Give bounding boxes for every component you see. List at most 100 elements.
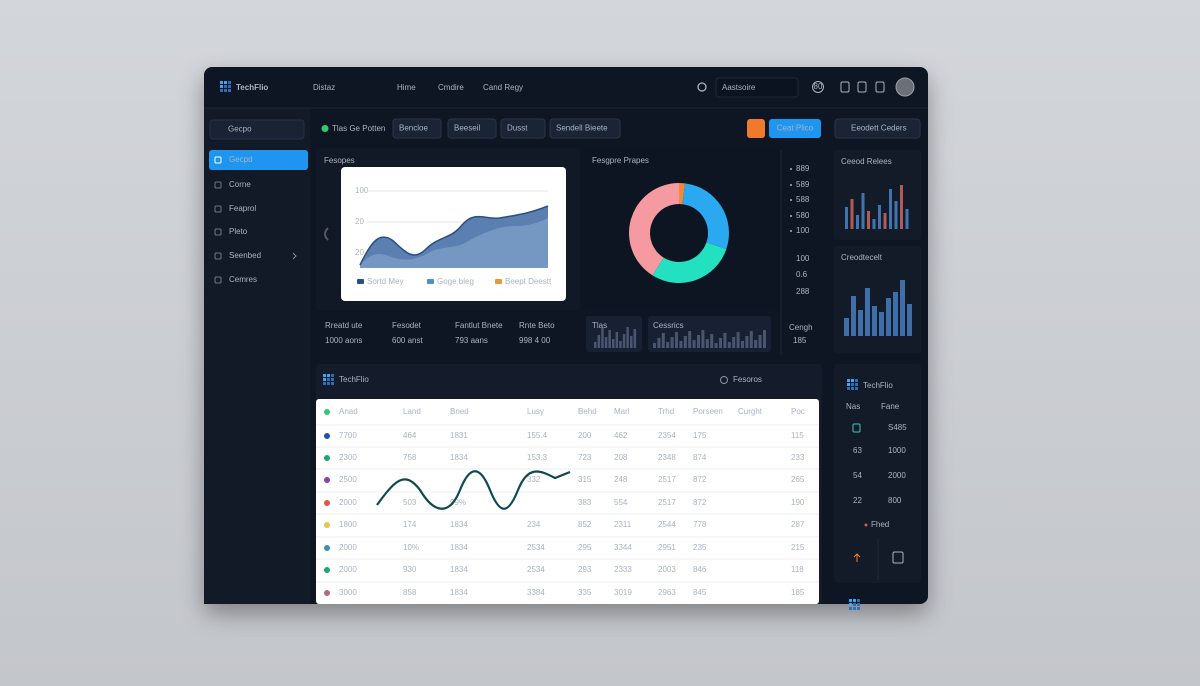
- filter-text[interactable]: Beeseil: [454, 124, 480, 133]
- logo-dot: [327, 374, 330, 377]
- mini-card: [648, 316, 771, 352]
- legend-swatch: [495, 279, 502, 284]
- row-dot: [324, 433, 330, 439]
- donut-segment: [628, 183, 680, 276]
- logo-dot: [851, 383, 854, 386]
- panel-bar: [845, 207, 848, 229]
- table-cell: 287: [791, 520, 805, 529]
- table-cell: 872: [693, 498, 707, 507]
- row-dot: [324, 545, 330, 551]
- card-cell: 2000: [888, 471, 906, 480]
- table-cell: 265: [791, 475, 805, 484]
- logo-dot: [331, 374, 334, 377]
- mini-bar: [675, 332, 678, 348]
- table-cell: 1831: [450, 431, 468, 440]
- logo-dot: [851, 379, 854, 382]
- avatar[interactable]: [895, 77, 915, 97]
- refresh-icon: [720, 376, 728, 384]
- row-dot: [324, 477, 330, 483]
- mini-bar: [741, 341, 744, 348]
- table-cell: 1800: [339, 520, 357, 529]
- filter-dropdown[interactable]: [500, 118, 546, 139]
- panel-bar: [883, 213, 887, 229]
- logo-dot: [849, 599, 852, 602]
- table-action[interactable]: Fesoros: [733, 375, 762, 384]
- header-icon[interactable]: [875, 81, 885, 93]
- tick-label: 20: [355, 217, 364, 226]
- sidebar-active[interactable]: [209, 150, 308, 170]
- filter-text[interactable]: Sendell Bieete: [556, 124, 608, 133]
- mini-bar: [736, 332, 740, 348]
- right-dropdown-text[interactable]: Eeodett Ceders: [851, 124, 907, 133]
- mini-bar: [697, 335, 700, 348]
- sidebar-item[interactable]: Corne: [229, 180, 251, 189]
- table-cell: 233: [791, 453, 805, 462]
- legend-swatch: [427, 279, 434, 284]
- sidebar-item[interactable]: Pleto: [229, 227, 248, 236]
- panel-bar: [858, 310, 863, 336]
- row-dot: [324, 590, 330, 596]
- filter-dropdown[interactable]: [447, 118, 497, 139]
- panel-bar: [905, 209, 909, 229]
- panel-bar: [856, 215, 859, 229]
- action-text[interactable]: Ceat Plico: [777, 124, 814, 133]
- nav-link[interactable]: Hime: [397, 83, 416, 92]
- table-cell: 2534: [527, 565, 545, 574]
- list-bullet: [790, 199, 792, 201]
- table-card: [316, 399, 819, 604]
- logo-dot: [220, 89, 223, 92]
- export-icon[interactable]: [892, 551, 904, 564]
- panel-title: Ceeod Relees: [841, 157, 892, 166]
- filter-dropdown[interactable]: [392, 118, 442, 139]
- action-button[interactable]: [769, 119, 821, 138]
- filter-text[interactable]: Dusst: [507, 124, 528, 133]
- logo-dot: [855, 387, 858, 390]
- column-header: Trhd: [658, 407, 674, 416]
- table-cell: 115: [791, 431, 804, 440]
- header-icon[interactable]: [840, 81, 850, 93]
- table-cell: 2300: [339, 453, 357, 462]
- legend-label: Sortd Mey: [367, 277, 403, 286]
- table-cell: 2348: [658, 453, 676, 462]
- mini-bar: [657, 338, 661, 348]
- logo-dot: [857, 603, 860, 606]
- nav-link[interactable]: Cand Regy: [483, 83, 523, 92]
- sidebar-search[interactable]: [209, 119, 305, 140]
- sidebar-icon: [214, 205, 222, 213]
- table-cell: 2534: [527, 543, 545, 552]
- list-bullet: [790, 184, 792, 186]
- table-cell: 2000: [339, 543, 357, 552]
- logo-dot: [853, 599, 856, 602]
- column-header: Behd: [578, 407, 597, 416]
- card-cell: 54: [853, 471, 862, 480]
- search-box[interactable]: [715, 77, 799, 98]
- search-text[interactable]: Aastsoire: [722, 83, 756, 92]
- card-cell: 800: [888, 496, 902, 505]
- mini-bar: [626, 327, 629, 348]
- stat-label: Rnte Beto: [519, 321, 555, 330]
- mini-bar: [745, 336, 749, 348]
- sidebar-item[interactable]: Cemres: [229, 275, 257, 284]
- right-dropdown[interactable]: [834, 118, 921, 139]
- table-cell: 118: [791, 565, 804, 574]
- table-cell: 315: [578, 475, 592, 484]
- mini-bar: [683, 336, 687, 348]
- status-dot: [321, 125, 329, 132]
- table-cell: 503: [403, 498, 417, 507]
- legend-swatch: [357, 279, 364, 284]
- sidebar-item[interactable]: Gecpd: [229, 155, 253, 164]
- sidebar-item[interactable]: Seenbed: [229, 251, 261, 260]
- column-header: Land: [403, 407, 421, 416]
- nav-link[interactable]: Cmdire: [438, 83, 464, 92]
- mini-bar: [661, 333, 665, 348]
- logo-dot: [327, 378, 330, 381]
- filter-dropdown[interactable]: [549, 118, 621, 139]
- header-icon[interactable]: [857, 81, 867, 93]
- logo-dot: [847, 379, 850, 382]
- sidebar-item[interactable]: Feaprol: [229, 204, 256, 213]
- table-cell: 462: [614, 431, 628, 440]
- list-bullet: [790, 215, 792, 217]
- sidebar-search-text[interactable]: Gecpo: [228, 125, 252, 134]
- orange-button[interactable]: [747, 119, 765, 138]
- filter-text[interactable]: Bencloe: [399, 124, 428, 133]
